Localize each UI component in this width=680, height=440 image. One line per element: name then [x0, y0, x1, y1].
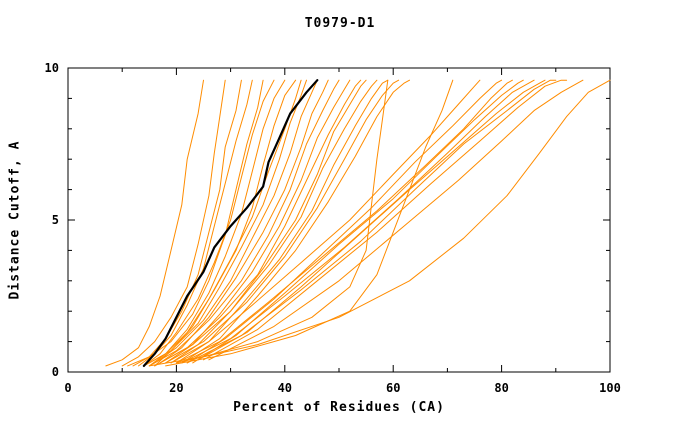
- x-tick-label: 80: [494, 381, 508, 395]
- x-tick-label: 0: [64, 381, 71, 395]
- series-m01: [105, 79, 204, 367]
- series-m14: [165, 79, 351, 364]
- series-m07: [148, 79, 286, 367]
- series-m28: [203, 79, 568, 361]
- x-tick-label: 100: [599, 381, 621, 395]
- series-highlighted-model: [142, 79, 319, 367]
- series-m10: [148, 79, 307, 364]
- chart-title: T0979-D1: [304, 16, 376, 31]
- series-m05: [127, 79, 264, 367]
- y-tick-label: 5: [52, 213, 59, 227]
- series-m25: [181, 79, 535, 364]
- series-m18: [175, 79, 389, 364]
- series-m13: [148, 79, 340, 367]
- series-m23: [175, 79, 513, 364]
- series-m27: [186, 79, 557, 364]
- y-tick-label: 0: [52, 365, 59, 379]
- x-tick-label: 60: [386, 381, 400, 395]
- series-m04: [138, 79, 253, 367]
- series-m21: [170, 79, 481, 364]
- series-m11: [154, 79, 318, 364]
- series-m06: [143, 79, 275, 367]
- series-m29: [165, 79, 454, 367]
- series-m30: [208, 79, 584, 361]
- series-m22: [186, 79, 503, 364]
- series-m08: [154, 79, 297, 367]
- series-m16: [170, 79, 367, 364]
- series-m02: [121, 79, 226, 367]
- series-m32: [148, 79, 389, 367]
- x-tick-label: 20: [169, 381, 183, 395]
- series-m17: [159, 79, 378, 364]
- series-m12: [159, 79, 329, 364]
- series-m26: [197, 79, 546, 361]
- y-tick-label: 10: [45, 61, 59, 75]
- x-axis-label: Percent of Residues (CA): [233, 400, 445, 415]
- series-m03: [132, 79, 242, 367]
- series-m19: [165, 79, 400, 364]
- series-m20: [181, 79, 410, 364]
- series-m15: [154, 79, 362, 367]
- series-m31: [175, 79, 611, 364]
- x-tick-label: 40: [278, 381, 292, 395]
- series-m24: [192, 79, 524, 364]
